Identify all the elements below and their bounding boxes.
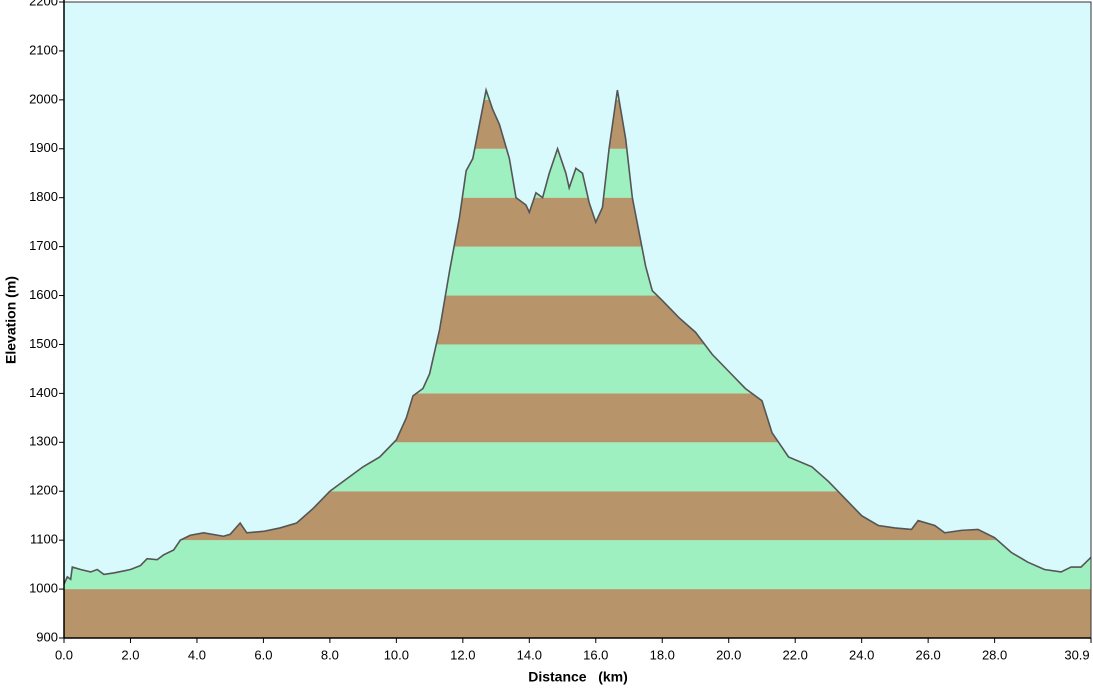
x-tick-label: 24.0 bbox=[849, 647, 874, 662]
x-tick-label: 6.0 bbox=[254, 647, 272, 662]
x-tick-label: 26.0 bbox=[915, 647, 940, 662]
elevation-band bbox=[64, 540, 1091, 590]
elevation-line bbox=[63, 86, 1092, 585]
y-axis-title: Elevation (m) bbox=[3, 276, 19, 364]
y-tick-label: 1600 bbox=[29, 287, 58, 302]
x-tick-label: 8.0 bbox=[321, 647, 339, 662]
x-tick-label: 14.0 bbox=[517, 647, 542, 662]
x-tick-label: 10.0 bbox=[384, 647, 409, 662]
x-tick-label: 20.0 bbox=[716, 647, 741, 662]
y-tick-label: 1700 bbox=[29, 238, 58, 253]
x-tick-label: 18.0 bbox=[650, 647, 675, 662]
x-tick-label: 30.9 bbox=[1064, 647, 1089, 662]
y-tick-label: 1200 bbox=[29, 483, 58, 498]
x-tick-label: 22.0 bbox=[783, 647, 808, 662]
x-tick-label: 12.0 bbox=[450, 647, 475, 662]
x-tick-label: 28.0 bbox=[982, 647, 1007, 662]
y-tick-label: 2100 bbox=[29, 42, 58, 57]
x-axis-title: Distance (km) bbox=[528, 669, 628, 685]
y-tick-label: 2000 bbox=[29, 91, 58, 106]
x-tick-label: 16.0 bbox=[583, 647, 608, 662]
y-tick-label: 2200 bbox=[29, 0, 58, 8]
y-tick-label: 1100 bbox=[30, 532, 58, 547]
elevation-band bbox=[64, 589, 1091, 638]
x-tick-label: 2.0 bbox=[121, 647, 139, 662]
x-tick-label: 0.0 bbox=[55, 647, 73, 662]
y-tick-label: 1500 bbox=[29, 336, 58, 351]
y-tick-label: 1000 bbox=[29, 581, 58, 596]
y-tick-label: 1400 bbox=[29, 385, 58, 400]
x-tick-label: 4.0 bbox=[188, 647, 206, 662]
y-tick-label: 1300 bbox=[29, 434, 58, 449]
y-tick-label: 900 bbox=[36, 629, 58, 644]
y-tick-label: 1800 bbox=[29, 189, 58, 204]
y-tick-label: 1900 bbox=[29, 140, 58, 155]
